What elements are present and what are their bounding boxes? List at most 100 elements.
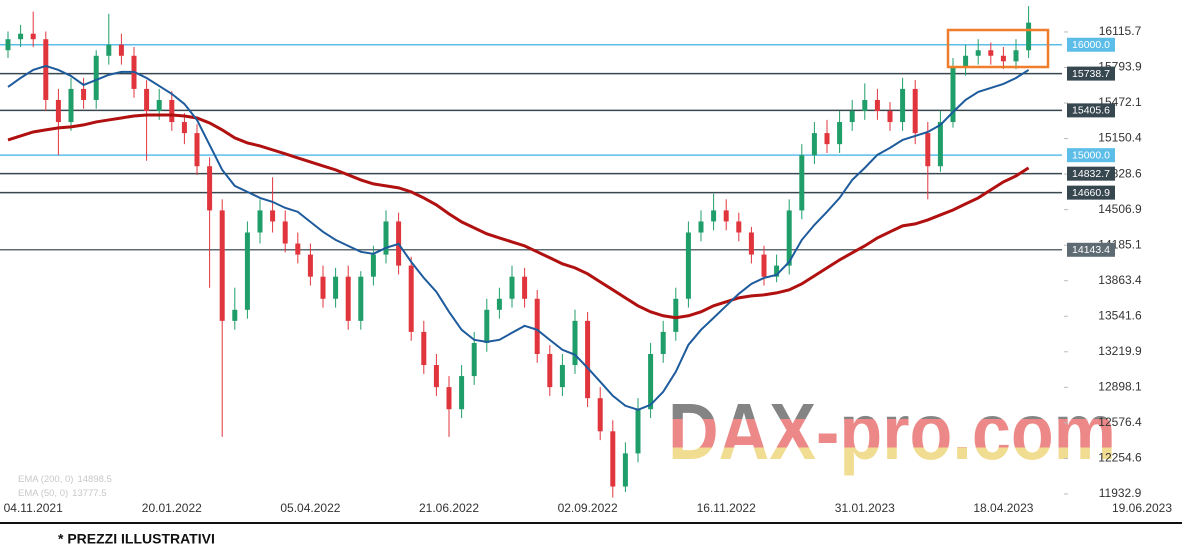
candle-body — [5, 39, 11, 51]
legend-value: 13777.5 — [72, 488, 106, 499]
candle-body — [484, 309, 490, 343]
y-tick-label: 15150.4 — [1098, 131, 1142, 145]
candle-body — [333, 276, 339, 299]
candle-body — [93, 55, 99, 100]
y-tick-label: 13219.9 — [1098, 344, 1142, 358]
candle-body — [307, 254, 313, 277]
candle-body — [748, 232, 754, 255]
x-tick-label: 18.04.2023 — [973, 501, 1033, 515]
candle-body — [597, 398, 603, 432]
candle-body — [925, 133, 931, 167]
candle-body — [522, 276, 528, 299]
candle-body — [534, 298, 540, 354]
candle-body — [181, 122, 187, 134]
candle-body — [320, 276, 326, 299]
candle-body — [446, 387, 452, 410]
level-label-box — [1067, 66, 1115, 81]
y-tick-label: 12898.1 — [1098, 380, 1142, 394]
candle-body — [799, 155, 805, 211]
candle-body — [68, 88, 74, 123]
candle-body — [698, 221, 704, 233]
level-label-box — [1067, 166, 1115, 181]
candle-body — [849, 111, 855, 123]
candle-body — [975, 50, 981, 56]
level-label: 15405.6 — [1072, 105, 1110, 117]
candle-body — [711, 210, 717, 222]
candle-body — [55, 99, 61, 123]
level-label-box — [1067, 242, 1115, 257]
x-tick-label: 20.01.2022 — [142, 501, 202, 515]
candle-body — [232, 309, 238, 321]
x-tick-label: 21.06.2022 — [419, 501, 479, 515]
candle-body — [219, 210, 225, 321]
candle-body — [988, 50, 994, 56]
x-tick-label: 19.06.2023 — [1112, 501, 1172, 515]
candle-body — [408, 265, 414, 332]
candle-body — [169, 99, 175, 123]
level-label: 14832.7 — [1072, 168, 1110, 180]
level-label: 14143.4 — [1072, 244, 1110, 256]
y-tick-label: 13541.6 — [1098, 308, 1142, 322]
candle-body — [370, 254, 376, 277]
candle-body — [774, 265, 780, 277]
candle-body — [837, 122, 843, 145]
level-label: 14660.9 — [1072, 187, 1110, 199]
y-tick-label: 13863.4 — [1098, 273, 1142, 287]
candle-body — [383, 221, 389, 255]
candle-body — [572, 320, 578, 366]
candle-body — [900, 88, 906, 123]
footnote: * PREZZI ILLUSTRATIVI — [58, 531, 215, 547]
candle-body — [509, 276, 515, 299]
plot-area — [0, 6, 1062, 498]
candle-body — [106, 44, 112, 56]
candle-body — [244, 232, 250, 310]
candle-body — [824, 133, 830, 145]
candle-body — [18, 33, 24, 40]
x-tick-label: 04.11.2021 — [4, 501, 63, 515]
candle-body — [282, 221, 288, 244]
y-tick-label: 11932.9 — [1099, 486, 1142, 500]
legend-entry: EMA (50, 0) 13777.5 — [18, 488, 107, 499]
candle-body — [144, 88, 150, 112]
candle-body — [887, 111, 893, 123]
y-tick-label: 16115.7 — [1099, 24, 1142, 38]
level-label-box — [1067, 148, 1115, 163]
legend-name: EMA (200, 0) — [18, 474, 73, 485]
y-tick-label: 12576.4 — [1098, 415, 1142, 429]
candle-body — [937, 122, 943, 167]
candle-body — [421, 331, 427, 366]
level-label: 15000.0 — [1072, 149, 1110, 161]
candle-body — [963, 55, 969, 67]
watermark: DAX-pro.com — [668, 387, 1116, 476]
y-tick-label: 12254.6 — [1098, 451, 1142, 465]
candle-body — [358, 276, 364, 321]
candle-body — [723, 210, 729, 222]
candle-body — [736, 221, 742, 233]
candle-body — [1013, 50, 1019, 62]
candle-body — [471, 342, 477, 377]
candle-body — [673, 298, 679, 332]
level-label: 16000.0 — [1072, 39, 1110, 51]
candle-body — [950, 66, 956, 123]
candle-body — [43, 39, 49, 100]
candle-body — [622, 453, 628, 487]
candle-body — [862, 99, 868, 112]
level-label: 15738.7 — [1072, 68, 1110, 80]
candle-body — [786, 210, 792, 266]
candle-body — [874, 99, 880, 112]
candle-body — [30, 33, 36, 40]
candle-body — [912, 88, 918, 134]
candle-body — [685, 232, 691, 299]
candle-body — [459, 376, 465, 410]
candle-body — [81, 88, 87, 100]
candle-body — [610, 431, 616, 487]
candle-body — [635, 409, 641, 454]
x-tick-label: 31.01.2023 — [835, 501, 895, 515]
candle-body — [547, 353, 553, 388]
candle-body — [648, 353, 654, 410]
legend-value: 14898.5 — [77, 474, 111, 485]
ema-line — [7, 113, 1030, 320]
candle-body — [194, 133, 200, 167]
